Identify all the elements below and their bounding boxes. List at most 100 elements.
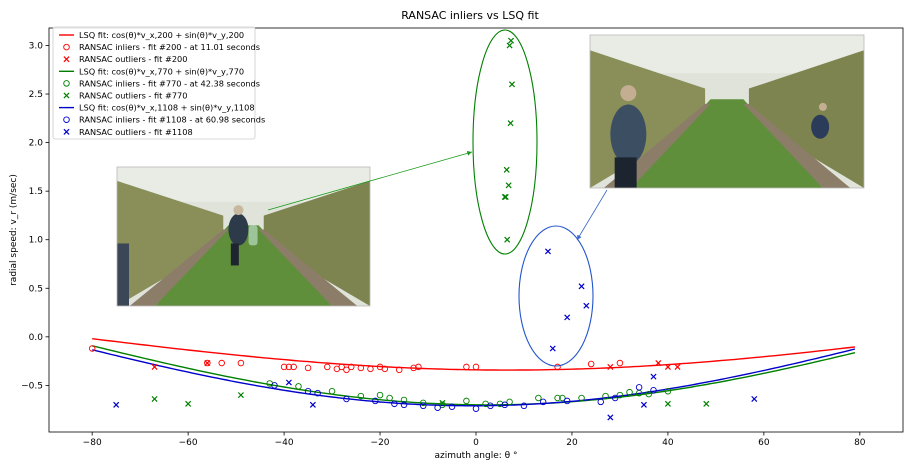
outlier-point-s5-9 <box>640 401 647 408</box>
legend-label: RANSAC outliers - fit #200 <box>79 54 187 64</box>
legend-label: LSQ fit: cos(θ)*v_x,1108 + sin(θ)*v_y,11… <box>79 103 255 113</box>
photo-right <box>589 34 865 189</box>
outlier-point-s1-4 <box>664 363 671 370</box>
y-axis-label: radial speed: v_r (m/sec) <box>9 174 19 286</box>
outlier-point-s3-3 <box>439 399 446 406</box>
inlier-point-s4-11 <box>487 402 494 410</box>
x-tick-label: 0 <box>473 438 479 448</box>
outlier-point-s3-1 <box>185 400 192 407</box>
outlier-point-s3-6 <box>505 182 512 189</box>
inlier-point-s4-6 <box>400 401 408 409</box>
inlier-point-s0-14 <box>367 365 374 373</box>
legend-label: RANSAC inliers - fit #200 - at 11.01 sec… <box>79 42 260 52</box>
green-outlier-ellipse <box>472 29 538 255</box>
fit-curve-3 <box>92 348 856 407</box>
y-tick-label: 2.0 <box>29 139 44 149</box>
outlier-point-s3-0 <box>151 395 158 403</box>
inlier-point-s4-8 <box>434 404 441 411</box>
legend-label: LSQ fit: cos(θ)*v_x,770 + sin(θ)*v_y,770 <box>79 66 244 76</box>
outlier-point-s1-0 <box>151 363 158 370</box>
inlier-point-s0-7 <box>304 364 312 372</box>
outlier-point-s5-1 <box>285 379 292 386</box>
y-tick-label: −0.5 <box>21 381 43 391</box>
inlier-point-s2-9 <box>463 397 470 405</box>
inlier-point-s0-22 <box>554 363 561 371</box>
legend-label: RANSAC outliers - fit #770 <box>79 91 187 101</box>
inlier-point-s4-7 <box>419 402 427 410</box>
y-tick-label: 0.0 <box>29 333 44 343</box>
x-axis-label: azimuth angle: θ ° <box>434 451 517 461</box>
inlier-point-s4-1 <box>304 387 312 395</box>
x-tick-label: 40 <box>662 438 674 448</box>
outlier-point-s5-5 <box>564 314 571 321</box>
outlier-point-s5-10 <box>650 373 657 380</box>
x-tick-label: −20 <box>371 438 390 448</box>
fit-curve-2 <box>92 345 856 406</box>
fit-curve-1 <box>92 338 856 371</box>
outlier-point-s5-4 <box>549 345 556 352</box>
inlier-point-s0-10 <box>338 363 345 371</box>
inlier-point-s4-15 <box>563 397 571 405</box>
inlier-point-s0-24 <box>616 359 624 367</box>
inlier-point-s0-1 <box>204 359 211 367</box>
inlier-point-s2-8 <box>439 401 446 409</box>
outlier-point-s5-3 <box>544 248 551 255</box>
inlier-point-s4-10 <box>472 405 480 412</box>
inlier-point-s4-16 <box>597 398 604 406</box>
legend-circle-swatch <box>63 43 70 51</box>
legend-label: LSQ fit: cos(θ)*v_x,200 + sin(θ)*v_y,200 <box>79 30 244 40</box>
blue-outlier-ellipse <box>518 225 594 367</box>
inlier-point-s4-4 <box>371 397 379 405</box>
inlier-point-s0-2 <box>218 359 225 367</box>
inlier-point-s2-1 <box>295 383 302 390</box>
inlier-point-s4-18 <box>635 384 643 391</box>
inlier-point-s0-13 <box>357 364 365 372</box>
inlier-point-s2-18 <box>616 391 624 399</box>
x-tick-label: −60 <box>179 438 198 448</box>
inlier-point-s2-14 <box>554 394 561 402</box>
outlier-point-s1-3 <box>655 360 662 367</box>
x-tick-label: 60 <box>758 438 770 448</box>
legend-label: RANSAC inliers - fit #770 - at 42.38 sec… <box>79 78 260 88</box>
inlier-point-s0-23 <box>587 360 595 368</box>
legend: LSQ fit: cos(θ)*v_x,200 + sin(θ)*v_y,200… <box>52 26 265 140</box>
inlier-point-s2-17 <box>602 392 609 400</box>
legend-circle-swatch <box>63 80 70 87</box>
outlier-point-s3-13 <box>664 400 671 407</box>
outlier-point-s5-0 <box>113 401 120 408</box>
inlier-point-s2-2 <box>328 387 336 395</box>
inlier-point-s0-8 <box>324 363 331 371</box>
x-tick-label: 20 <box>566 438 578 448</box>
legend-x-swatch <box>63 128 70 135</box>
outlier-point-s5-7 <box>583 302 590 309</box>
inlier-point-s0-12 <box>348 363 355 371</box>
outlier-point-s5-2 <box>309 401 316 408</box>
y-tick-label: 1.5 <box>29 187 43 197</box>
outlier-point-s3-5 <box>502 193 509 201</box>
outlier-point-s5-6 <box>578 283 585 290</box>
inlier-point-s2-5 <box>386 394 393 402</box>
outlier-point-s1-1 <box>204 360 211 367</box>
inlier-point-s2-4 <box>376 391 384 399</box>
x-tick-label: −40 <box>275 438 294 448</box>
inlier-point-s4-2 <box>314 389 321 397</box>
inlier-point-s4-5 <box>391 400 398 408</box>
inlier-point-s2-7 <box>419 399 427 407</box>
inlier-point-s2-12 <box>506 398 513 406</box>
inlier-point-s4-12 <box>501 401 509 409</box>
inlier-point-s0-17 <box>395 366 403 374</box>
inlier-point-s2-13 <box>535 394 542 402</box>
inlier-point-s0-5 <box>285 363 293 371</box>
legend-x-swatch <box>63 92 70 99</box>
legend-circle-swatch <box>63 116 70 123</box>
inlier-point-s0-4 <box>280 363 288 371</box>
green-arrow <box>267 151 473 211</box>
inlier-point-s0-0 <box>88 345 96 352</box>
legend-x-swatch <box>63 56 70 63</box>
y-tick-label: 0.5 <box>29 284 43 294</box>
inlier-point-s4-0 <box>271 382 278 389</box>
inlier-point-s0-21 <box>472 363 480 371</box>
inlier-point-s2-19 <box>626 388 633 396</box>
y-tick-label: 1.0 <box>29 236 44 246</box>
